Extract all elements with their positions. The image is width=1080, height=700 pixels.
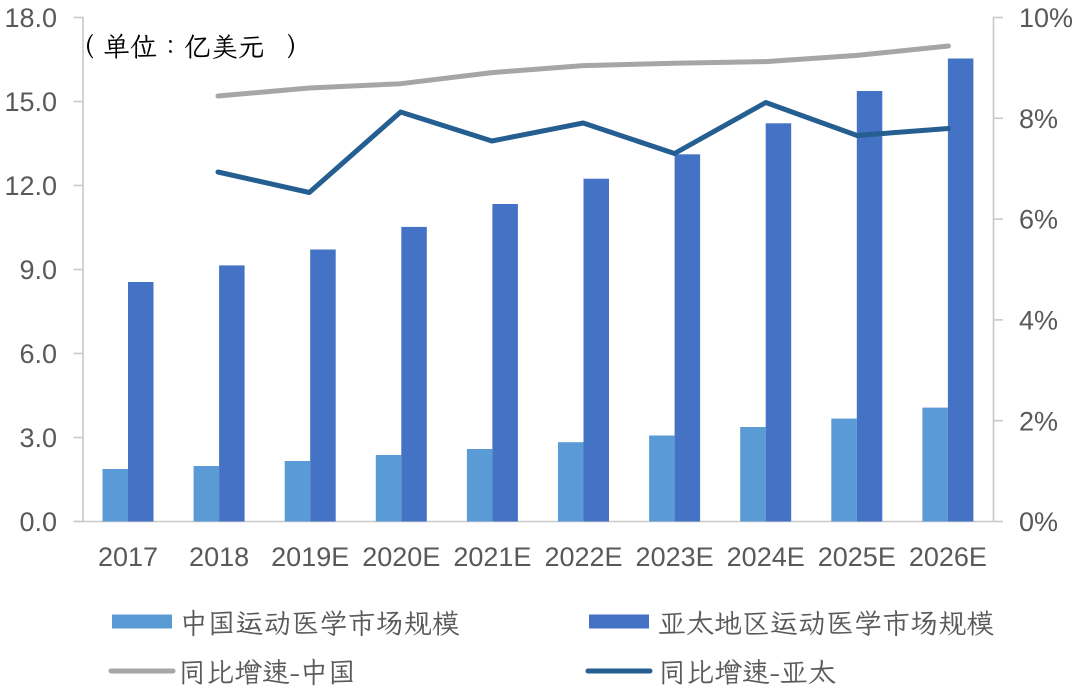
- svg-text:8%: 8%: [1019, 104, 1058, 134]
- svg-text:2022E: 2022E: [544, 542, 622, 572]
- svg-text:10%: 10%: [1019, 3, 1073, 33]
- svg-text:同比增速-中国: 同比增速-中国: [178, 653, 356, 690]
- svg-text:2019E: 2019E: [271, 542, 349, 572]
- svg-text:2021E: 2021E: [453, 542, 531, 572]
- svg-text:2020E: 2020E: [362, 542, 440, 572]
- svg-text:3.0: 3.0: [19, 423, 57, 453]
- svg-text:2024E: 2024E: [727, 542, 805, 572]
- svg-text:18.0: 18.0: [4, 3, 57, 33]
- svg-text:9.0: 9.0: [19, 255, 57, 285]
- svg-text:0.0: 0.0: [19, 507, 57, 537]
- svg-text:2017: 2017: [98, 542, 158, 572]
- svg-text:2025E: 2025E: [818, 542, 896, 572]
- svg-text:15.0: 15.0: [4, 87, 57, 117]
- svg-text:2018: 2018: [189, 542, 249, 572]
- svg-text:亚太地区运动医学市场规模: 亚太地区运动医学市场规模: [658, 604, 994, 641]
- svg-text:中国运动医学市场规模: 中国运动医学市场规模: [180, 604, 460, 641]
- svg-text:同比增速-亚太: 同比增速-亚太: [658, 653, 836, 690]
- svg-text:2%: 2%: [1019, 406, 1058, 436]
- svg-text:4%: 4%: [1019, 306, 1058, 336]
- svg-text:6.0: 6.0: [19, 339, 57, 369]
- svg-text:12.0: 12.0: [4, 171, 57, 201]
- svg-text:0%: 0%: [1019, 507, 1058, 537]
- svg-text:6%: 6%: [1019, 205, 1058, 235]
- svg-text:2026E: 2026E: [909, 542, 987, 572]
- svg-text:2023E: 2023E: [636, 542, 714, 572]
